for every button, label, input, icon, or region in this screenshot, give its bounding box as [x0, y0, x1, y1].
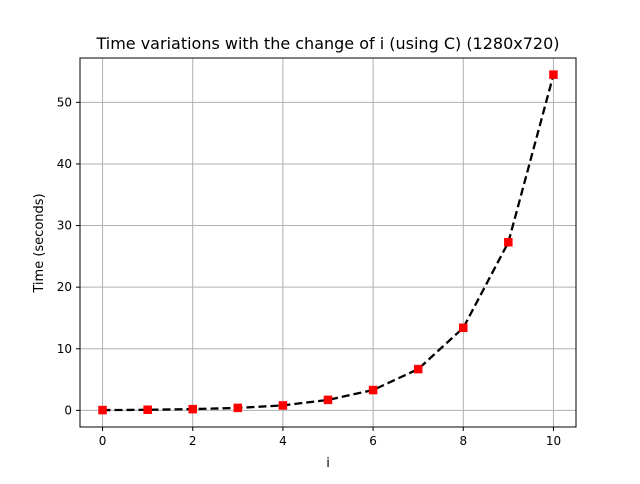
x-tick-label: 0 [99, 434, 107, 448]
data-point-marker [504, 237, 513, 247]
x-axis-label: i [326, 456, 330, 471]
y-tick-label: 20 [57, 280, 72, 294]
plot-frame [79, 57, 577, 428]
y-tick-label: 40 [57, 157, 72, 171]
data-point-marker [278, 401, 288, 410]
y-tick-label: 30 [57, 219, 72, 233]
data-series [98, 70, 558, 415]
data-point-marker [143, 405, 152, 415]
data-point-marker [459, 323, 468, 333]
y-tick-label: 50 [57, 95, 72, 109]
y-axis-label: Time (seconds) [32, 193, 47, 293]
chart-title: Time variations with the change of i (us… [95, 34, 559, 53]
y-tick-label: 10 [57, 342, 72, 356]
data-point-marker [188, 404, 197, 414]
x-tick-label: 6 [369, 434, 377, 448]
axes: 0 2 4 6 8 10 0 10 20 30 40 50 [57, 57, 577, 448]
data-point-marker [368, 385, 378, 395]
x-tick-label: 8 [459, 434, 467, 448]
data-point-marker [549, 70, 558, 79]
y-tick-label: 0 [64, 403, 72, 417]
series-line [102, 74, 555, 412]
data-point-marker [233, 403, 243, 413]
x-tick-label: 4 [279, 434, 287, 448]
data-point-marker [98, 405, 107, 415]
data-point-marker [413, 364, 423, 374]
x-tick-label: 2 [189, 434, 197, 448]
x-tick-label: 10 [546, 434, 561, 448]
data-point-marker [323, 395, 333, 405]
